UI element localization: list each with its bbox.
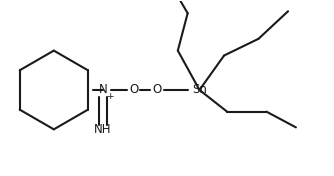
Text: N: N: [99, 83, 108, 96]
Text: Sn: Sn: [192, 83, 207, 96]
Text: O: O: [153, 83, 162, 96]
Text: O: O: [129, 83, 138, 96]
Text: +: +: [106, 92, 114, 101]
Text: NH: NH: [94, 123, 112, 136]
